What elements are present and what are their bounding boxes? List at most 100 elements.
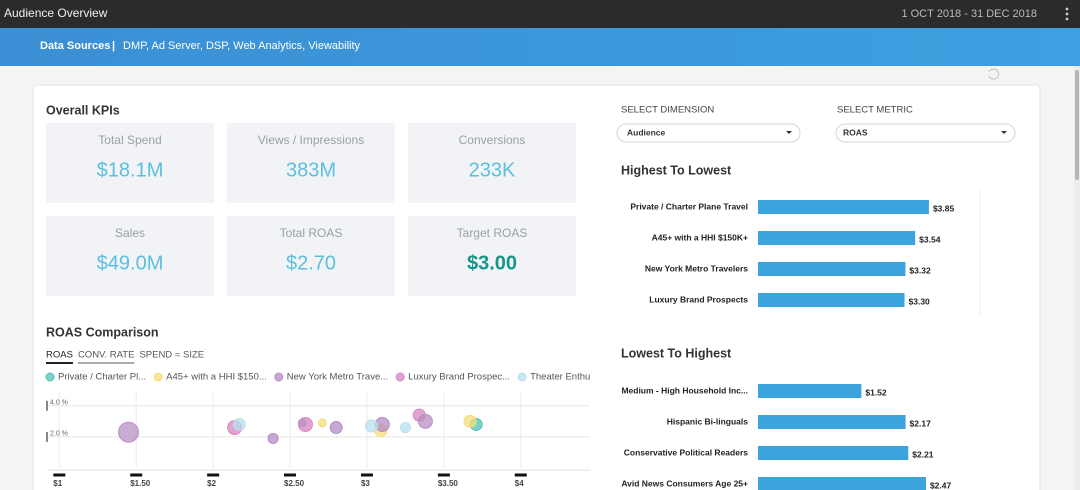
banner-sources: DMP, Ad Server, DSP, Web Analytics, View…	[123, 40, 361, 52]
banner-separator: |	[112, 40, 115, 52]
bar-label: New York Metro Travelers	[645, 263, 748, 273]
kpi-title: Overall KPIs	[46, 103, 120, 117]
kpi-value: $3.00	[467, 252, 517, 274]
scrollbar-track	[1074, 66, 1080, 490]
scrollbar-thumb[interactable]	[1075, 70, 1079, 180]
kpi-label: Total Spend	[98, 133, 161, 147]
bar	[758, 262, 906, 276]
kpi-label: Conversions	[459, 133, 526, 147]
kpi-card	[46, 216, 214, 296]
bubble[interactable]	[317, 418, 327, 428]
bar-value: $1.52	[865, 387, 887, 397]
bar-value: $3.85	[933, 203, 955, 213]
kpi-value: 233K	[469, 159, 516, 181]
bar-value: $3.54	[919, 234, 941, 244]
x-tick-label: $1	[53, 479, 62, 488]
legend-label[interactable]: Theater Enthusiast	[530, 372, 610, 383]
bubble[interactable]	[417, 413, 433, 429]
bar-value: $2.47	[930, 480, 952, 490]
x-tick-label: $2.50	[284, 479, 305, 488]
bubble[interactable]	[267, 432, 279, 444]
dimension-value: Audience	[627, 127, 666, 137]
kpi-label: Target ROAS	[457, 226, 528, 240]
metric-value: ROAS	[843, 127, 868, 137]
legend: Private / Charter Pl... A45+ with a HHI $…	[45, 372, 610, 383]
chart-title: Lowest To Highest	[621, 346, 732, 360]
bar	[758, 446, 909, 460]
banner-label: Data Sources	[40, 40, 110, 52]
bar-value: $2.17	[910, 418, 932, 428]
bar-label: Hispanic Bi-linguals	[667, 416, 749, 426]
metric-select[interactable]: ROAS	[835, 123, 1016, 143]
chart-tab[interactable]: CONV. RATE	[78, 350, 135, 361]
chart-tab: SPEND = SIZE	[139, 350, 204, 361]
bar-charts: Private / Charter Plane Travel $3.85 A45+ …	[621, 200, 954, 490]
x-tick-label: $1.50	[130, 479, 151, 488]
bar-label: Medium - High Household Inc...	[621, 385, 748, 395]
kpi-card	[227, 216, 395, 296]
legend-swatch[interactable]	[153, 372, 163, 382]
bar	[758, 293, 905, 307]
x-tick-label: $3.50	[438, 479, 459, 488]
y-tick-label: 2.0 %	[50, 431, 68, 438]
bar	[758, 231, 916, 245]
bar	[758, 384, 862, 398]
bar	[758, 415, 906, 429]
kpi-value: $18.1M	[97, 159, 164, 181]
banner	[0, 28, 1080, 66]
legend-label[interactable]: Luxury Brand Prospec...	[408, 372, 510, 383]
kpi-label: Views / Impressions	[258, 133, 364, 147]
bar-label: Luxury Brand Prospects	[649, 294, 748, 304]
kpi-value: $2.70	[286, 252, 336, 274]
kpi-card	[408, 216, 576, 296]
legend-swatch[interactable]	[274, 372, 284, 382]
x-tick-label: $2	[207, 479, 216, 488]
date-range[interactable]: 1 OCT 2018 - 31 DEC 2018	[901, 8, 1037, 20]
top-bar	[0, 0, 1080, 28]
kpi-grid: Total Spend $18.1M Views / Impressions 383M…	[46, 123, 576, 296]
dimension-label: SELECT DIMENSION	[621, 105, 714, 116]
bar-label: A45+ with a HHI $150K+	[652, 232, 748, 242]
kpi-label: Total ROAS	[280, 226, 343, 240]
legend-swatch[interactable]	[517, 372, 527, 382]
dimension-select[interactable]: Audience	[616, 123, 801, 143]
menu-button[interactable]	[1065, 7, 1069, 21]
bar	[758, 477, 926, 490]
kpi-value: $49.0M	[97, 252, 164, 274]
bar-label: Conservative Political Readers	[624, 447, 749, 457]
legend-label[interactable]: Private / Charter Pl...	[58, 372, 146, 383]
kpi-card	[46, 123, 214, 203]
bar-label: Avid News Consumers Age 25+	[621, 478, 748, 488]
chart-tab[interactable]: ROAS	[46, 350, 73, 361]
kpi-value: 383M	[286, 159, 336, 181]
x-tick-label: $3	[361, 479, 370, 488]
chart-title: ROAS Comparison	[46, 325, 159, 339]
y-tick-label: 4.0 %	[50, 400, 68, 407]
legend-swatch[interactable]	[45, 372, 55, 382]
metric-label: SELECT METRIC	[837, 105, 913, 116]
bar	[758, 200, 929, 214]
legend-swatch[interactable]	[395, 372, 405, 382]
bubble[interactable]	[297, 416, 313, 432]
page-title: Audience Overview	[4, 6, 108, 20]
bubble[interactable]	[329, 421, 343, 435]
bar-value: $3.32	[909, 265, 931, 275]
kpi-card	[227, 123, 395, 203]
bubble[interactable]	[463, 414, 477, 428]
bar-label: Private / Charter Plane Travel	[630, 201, 748, 211]
bubble-chart: ROAS CONV. RATE SPEND = SIZE Private / Char…	[45, 350, 610, 488]
legend-label[interactable]: A45+ with a HHI $150...	[166, 372, 267, 383]
legend-label[interactable]: New York Metro Trave...	[287, 372, 388, 383]
bubble[interactable]	[118, 421, 140, 443]
bubble[interactable]	[232, 417, 246, 431]
kpi-label: Sales	[115, 226, 145, 240]
bubble[interactable]	[365, 419, 379, 433]
x-tick-label: $4	[515, 479, 524, 488]
kpi-card	[408, 123, 576, 203]
bar-value: $2.21	[912, 449, 934, 459]
bubble[interactable]	[399, 422, 411, 434]
chart-title: Highest To Lowest	[621, 163, 732, 177]
bar-value: $3.30	[909, 296, 931, 306]
